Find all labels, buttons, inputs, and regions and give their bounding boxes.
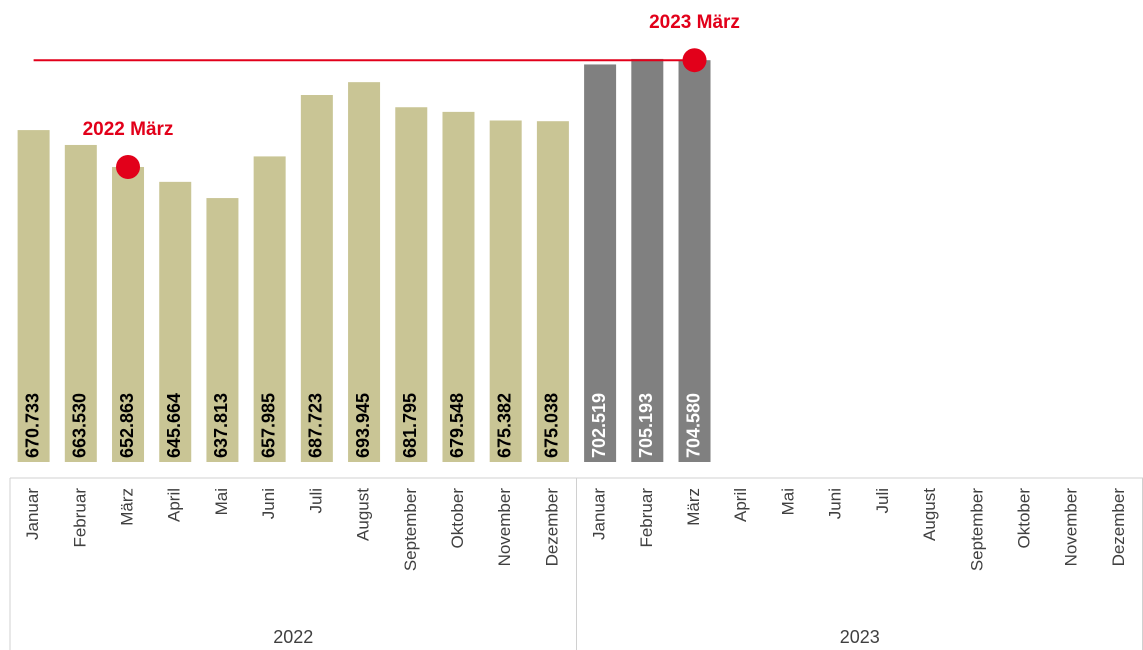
value-label: 679.548 bbox=[447, 393, 467, 458]
x-tick-label: Oktober bbox=[1014, 488, 1033, 549]
bar bbox=[631, 58, 664, 463]
annotation-dot bbox=[116, 154, 141, 179]
x-tick-label: Januar bbox=[590, 488, 609, 540]
value-label: 681.795 bbox=[400, 393, 420, 458]
bar bbox=[206, 198, 239, 462]
bar bbox=[584, 64, 617, 462]
group-label: 2022 bbox=[273, 627, 313, 647]
bar bbox=[17, 130, 50, 462]
annotation-label: 2022 März bbox=[83, 119, 174, 140]
x-tick-label: September bbox=[967, 488, 986, 571]
annotation-label: 2023 März bbox=[649, 12, 740, 33]
group-label: 2023 bbox=[840, 627, 880, 647]
value-label: 645.664 bbox=[164, 393, 184, 458]
x-tick-label: Dezember bbox=[542, 488, 561, 567]
value-label: 675.382 bbox=[494, 393, 514, 458]
bar bbox=[395, 107, 428, 463]
bar bbox=[536, 121, 569, 462]
value-label: 637.813 bbox=[211, 393, 231, 458]
x-tick-label: September bbox=[401, 488, 420, 571]
x-tick-label: Mai bbox=[778, 488, 797, 515]
value-label: 702.519 bbox=[589, 393, 609, 458]
bar bbox=[489, 120, 522, 462]
x-tick-label: Mai bbox=[212, 488, 231, 515]
x-tick-label: November bbox=[1062, 488, 1081, 567]
value-label: 652.863 bbox=[117, 393, 137, 458]
x-tick-label: Oktober bbox=[448, 488, 467, 549]
bar bbox=[253, 156, 286, 462]
value-label: 705.193 bbox=[636, 393, 656, 458]
bar bbox=[348, 82, 381, 463]
value-label: 704.580 bbox=[683, 393, 703, 458]
x-tick-label: Februar bbox=[637, 488, 656, 548]
bar bbox=[64, 144, 97, 462]
x-tick-label: Dezember bbox=[1109, 488, 1128, 567]
value-label: 675.038 bbox=[542, 393, 562, 458]
value-label: 693.945 bbox=[353, 393, 373, 458]
bar bbox=[159, 181, 192, 463]
x-tick-label: März bbox=[118, 488, 137, 526]
x-tick-label: Juni bbox=[826, 488, 845, 519]
bar bbox=[300, 95, 333, 462]
bar bbox=[112, 166, 145, 462]
value-label: 670.733 bbox=[22, 393, 42, 458]
x-tick-label: April bbox=[165, 488, 184, 522]
x-tick-label: Juli bbox=[873, 488, 892, 514]
bar bbox=[442, 111, 475, 463]
x-tick-label: November bbox=[495, 488, 514, 567]
bar bbox=[678, 60, 711, 463]
value-label: 663.530 bbox=[70, 393, 90, 458]
x-tick-label: August bbox=[920, 488, 939, 541]
x-tick-label: Juli bbox=[306, 488, 325, 514]
x-tick-label: Juni bbox=[259, 488, 278, 519]
x-tick-label: März bbox=[684, 488, 703, 526]
x-tick-label: August bbox=[354, 488, 373, 541]
value-label: 657.985 bbox=[258, 393, 278, 458]
annotation-dot bbox=[682, 48, 707, 73]
value-label: 687.723 bbox=[306, 393, 326, 458]
x-tick-label: Januar bbox=[23, 488, 42, 540]
x-tick-label: Februar bbox=[70, 488, 89, 548]
x-tick-label: April bbox=[731, 488, 750, 522]
